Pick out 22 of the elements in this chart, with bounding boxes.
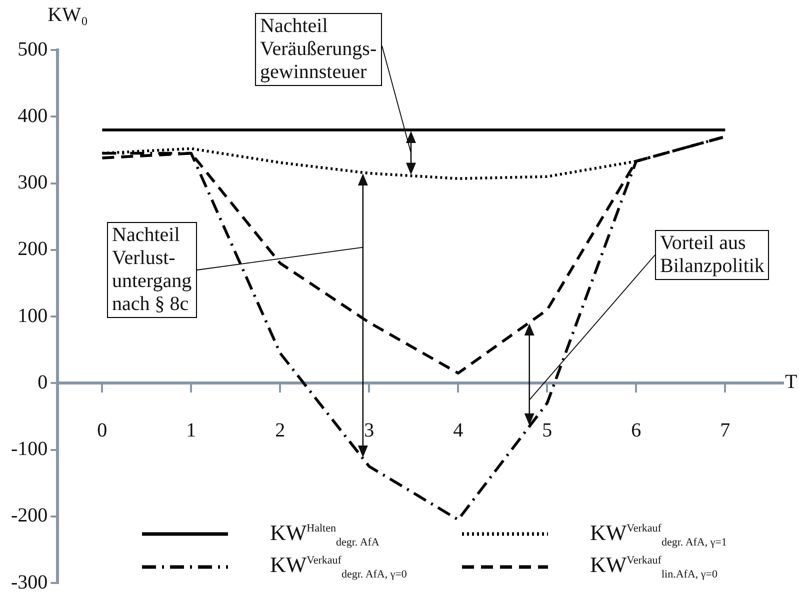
- x-tick-label: 0: [97, 419, 108, 442]
- y-tick-label: 0: [38, 371, 48, 394]
- x-tick-label: 2: [275, 419, 286, 442]
- y-axis-title: KW₀: [48, 4, 88, 27]
- y-tick-label: 400: [18, 104, 48, 127]
- y-tick-label: -200: [10, 504, 48, 527]
- annotation: Nachteil Veräußerungs- gewinnsteuer: [255, 13, 382, 86]
- x-tick-label: 5: [542, 419, 552, 442]
- y-tick-label: -100: [10, 438, 48, 460]
- y-tick-label: -300: [10, 571, 48, 594]
- x-tick-label: 4: [453, 419, 464, 442]
- annotation: Vorteil aus Bilanzpolitik: [655, 230, 770, 280]
- x-tick-label: 7: [720, 419, 730, 442]
- x-tick-label: 6: [631, 419, 642, 442]
- y-tick-label: 300: [18, 172, 48, 194]
- y-tick-label: 200: [18, 238, 48, 260]
- annotation: Nachteil Verlust- untergang nach § 8c: [107, 222, 197, 318]
- y-tick-label: 500: [18, 38, 48, 60]
- x-axis-title: T: [785, 371, 798, 394]
- x-tick-label: 1: [186, 419, 196, 442]
- y-tick-label: 100: [18, 304, 48, 327]
- x-tick-label: 3: [364, 419, 374, 442]
